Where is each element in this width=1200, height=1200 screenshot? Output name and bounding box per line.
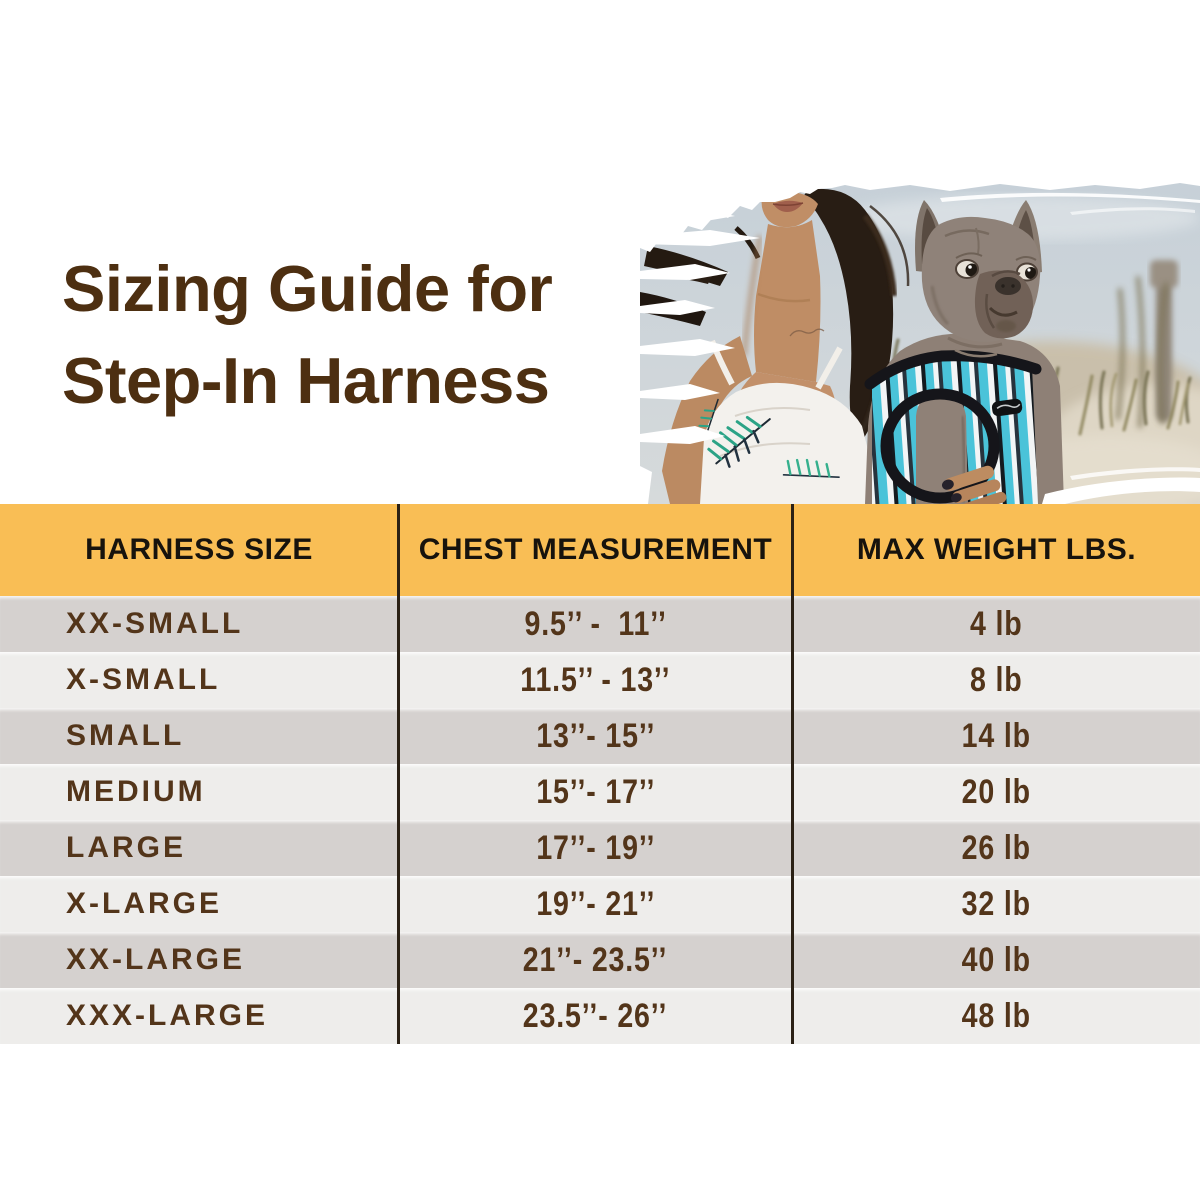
size-label: XXX-LARGE — [66, 999, 269, 1032]
table-row: XXX-LARGE 23.5’’- 26’’ 48 lb — [0, 988, 1200, 1044]
chest-value: 19’’- 21’’ — [535, 884, 655, 923]
chest-value: 11.5’’ - 13’’ — [520, 660, 671, 699]
french-bulldog — [864, 200, 1064, 504]
size-label: LARGE — [66, 831, 186, 864]
chest-value: 9.5’’ - 11’’ — [524, 604, 667, 643]
table-row: LARGE 17’’- 19’’ 26 lb — [0, 820, 1200, 876]
hero-photo — [640, 176, 1200, 504]
page-title-line2: Step-In Harness — [62, 344, 550, 417]
chest-value: 13’’- 15’’ — [535, 716, 655, 755]
weight-value: 40 lb — [961, 940, 1032, 979]
weight-value: 8 lb — [970, 660, 1023, 699]
table-row: XX-LARGE 21’’- 23.5’’ 40 lb — [0, 932, 1200, 988]
owner-hand — [941, 465, 1007, 504]
dog-head — [915, 200, 1042, 358]
chest-value: 17’’- 19’’ — [535, 828, 655, 867]
dog-muzzle — [974, 270, 1034, 339]
header-max-weight: MAX WEIGHT LBS. — [856, 533, 1137, 566]
header-chest-measurement: CHEST MEASUREMENT — [418, 533, 773, 566]
weight-value: 32 lb — [961, 884, 1032, 923]
chest-value: 21’’- 23.5’’ — [523, 940, 668, 979]
chest-value: 23.5’’- 26’’ — [523, 996, 668, 1035]
chest-value: 15’’- 17’’ — [535, 772, 655, 811]
size-label: X-SMALL — [66, 663, 221, 696]
hero-photo-illustration — [640, 176, 1200, 504]
dog-eyes — [955, 252, 1038, 282]
table-header-row: HARNESS SIZE CHEST MEASUREMENT MAX WEIGH… — [0, 504, 1200, 596]
header-harness-size: HARNESS SIZE — [85, 533, 313, 566]
sizing-table: HARNESS SIZE CHEST MEASUREMENT MAX WEIGH… — [0, 504, 1200, 1044]
brush-stroke-edges — [640, 176, 1200, 504]
harness-top-trim — [864, 350, 1042, 390]
woman-lips — [773, 200, 803, 212]
weight-value: 14 lb — [961, 716, 1032, 755]
weight-value: 20 lb — [961, 772, 1032, 811]
woman-tattoo — [789, 328, 825, 337]
dog-front-leg — [916, 392, 968, 504]
column-divider — [397, 504, 400, 1044]
size-label: X-LARGE — [66, 887, 222, 920]
page-title-line1: Sizing Guide for — [62, 252, 553, 325]
table-row: MEDIUM 15’’- 17’’ 20 lb — [0, 764, 1200, 820]
table-row: SMALL 13’’- 15’’ 14 lb — [0, 708, 1200, 764]
weight-value: 4 lb — [970, 604, 1023, 643]
weight-value: 26 lb — [961, 828, 1032, 867]
weight-value: 48 lb — [961, 996, 1032, 1035]
size-label: XX-SMALL — [66, 607, 244, 640]
palm-leaf-print — [698, 398, 840, 478]
harness — [864, 350, 1042, 504]
size-label: MEDIUM — [66, 775, 206, 808]
table-row: XX-SMALL 9.5’’ - 11’’ 4 lb — [0, 596, 1200, 652]
table-row: X-LARGE 19’’- 21’’ 32 lb — [0, 876, 1200, 932]
column-divider — [791, 504, 794, 1044]
page-title: Sizing Guide for Step-In Harness — [62, 243, 553, 427]
size-label: XX-LARGE — [66, 943, 246, 976]
harness-armhole-trim — [880, 388, 1000, 504]
harness-brand-label — [991, 398, 1023, 417]
size-label: SMALL — [66, 719, 185, 752]
table-row: X-SMALL 11.5’’ - 13’’ 8 lb — [0, 652, 1200, 708]
